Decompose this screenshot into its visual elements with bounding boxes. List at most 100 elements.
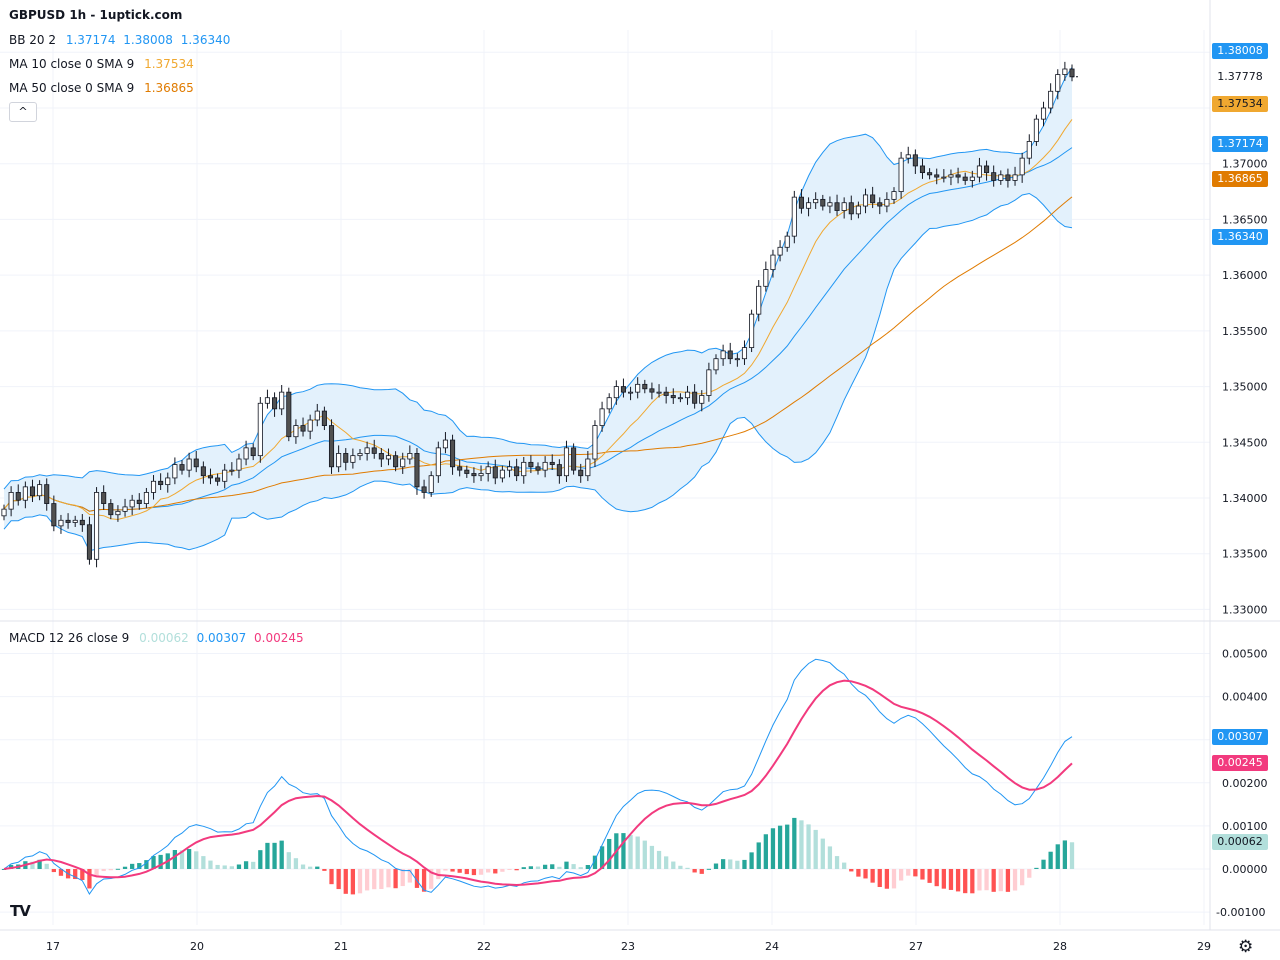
candle-body (592, 425, 598, 460)
time-axis-label: 27 (909, 940, 923, 953)
macd-histogram-bar (991, 868, 996, 892)
candle-body (143, 492, 149, 504)
candle-body (1069, 68, 1075, 78)
macd-axis-label: 0.00200 (1222, 777, 1268, 790)
candle-body (207, 475, 214, 479)
candle-body (464, 469, 470, 474)
macd-histogram-bar (963, 868, 968, 894)
bollinger-band-fill (4, 67, 1072, 551)
candle-body (934, 174, 940, 178)
candle-body (435, 447, 441, 477)
time-axis-label: 29 (1197, 940, 1211, 953)
ma50-legend-name: MA 50 close 0 SMA 9 (9, 81, 135, 95)
candle-body (848, 202, 854, 215)
candle-body (613, 386, 619, 399)
macd-histogram-bar (863, 868, 868, 879)
candle-body (1062, 68, 1068, 75)
candle-body (385, 455, 392, 460)
macd-histogram-bar (293, 858, 299, 869)
ma50-legend[interactable]: MA 50 close 0 SMA 9 1.36865 (9, 81, 198, 95)
candle-body (556, 464, 562, 477)
macd-histogram-bar (329, 868, 334, 885)
collapse-legend-button[interactable]: ^ (9, 102, 37, 122)
chevron-up-icon: ^ (18, 105, 28, 118)
macd-histogram-bar (870, 868, 875, 883)
candle-body (136, 499, 142, 504)
macd-histogram-bar (649, 845, 655, 869)
macd-histogram-bar (735, 860, 740, 869)
macd-histogram-bar (777, 825, 783, 869)
macd-histogram-bar (1, 868, 7, 870)
candle-body (877, 202, 883, 207)
candle-body (357, 453, 363, 457)
candle-body (257, 402, 263, 457)
macd-histogram-bar (87, 868, 92, 889)
bb-upper-value: 1.38008 (123, 33, 173, 47)
macd-histogram-bar (194, 851, 199, 869)
candle-body (813, 198, 819, 204)
candle-body (969, 176, 975, 181)
macd-histogram-bar (471, 868, 477, 876)
candle-body (364, 447, 370, 454)
macd-axis-label: 0.00400 (1222, 691, 1268, 704)
macd-histogram-bar (115, 868, 121, 870)
macd-histogram-bar (158, 854, 163, 869)
bb-legend[interactable]: BB 20 2 1.37174 1.38008 1.36340 (9, 33, 234, 47)
ma10-legend-name: MA 10 close 0 SMA 9 (9, 57, 135, 71)
candle-body (927, 172, 933, 176)
macd-histogram-bar (642, 840, 647, 869)
macd-histogram-bar (742, 859, 747, 869)
price-axis-label: 1.33500 (1222, 548, 1268, 561)
macd-histogram-bar (243, 861, 249, 869)
macd-histogram-bar (849, 868, 854, 872)
macd-histogram-bar (699, 868, 704, 874)
macd-histogram-bar (393, 868, 398, 889)
time-axis-label: 22 (477, 940, 491, 953)
macd-histogram-bar (222, 865, 227, 869)
candle-body (656, 391, 662, 394)
macd-histogram-bar (236, 864, 242, 869)
macd-histogram-bar (464, 868, 469, 875)
candle-body (115, 510, 121, 516)
price-axis-label: 1.36000 (1222, 269, 1268, 282)
macd-histogram-bar (137, 863, 142, 869)
price-tag: 1.37778 (1212, 69, 1268, 86)
bollinger-lower-line (3, 192, 1073, 552)
macd-histogram-bar (322, 868, 327, 871)
macd-histogram-bar (578, 867, 583, 869)
macd-histogram-bar (906, 868, 911, 876)
candle-body (407, 453, 413, 460)
candle-body (1048, 90, 1054, 109)
candle-body (229, 469, 235, 472)
gear-icon[interactable]: ⚙ (1238, 937, 1254, 957)
macd-histogram-bar (44, 863, 49, 869)
macd-histogram-bar (30, 861, 35, 869)
macd-histogram-bar (955, 868, 961, 892)
macd-histogram-bar (877, 868, 882, 888)
tradingview-logo[interactable]: TV (10, 902, 31, 920)
candle-body (1026, 141, 1032, 159)
candle-body (585, 458, 591, 477)
candle-body (37, 484, 43, 497)
macd-legend[interactable]: MACD 12 26 close 9 0.00062 0.00307 0.002… (9, 631, 308, 645)
time-axis-label: 24 (765, 940, 779, 953)
candle-body (841, 202, 847, 211)
macd-histogram-bar (1069, 842, 1075, 869)
candle-body (905, 154, 911, 159)
candle-body (834, 202, 840, 211)
macd-histogram-bar (8, 864, 14, 869)
candle-body (542, 461, 548, 471)
macd-histogram-bar (272, 842, 277, 869)
candle-body (243, 447, 249, 460)
ma10-legend[interactable]: MA 10 close 0 SMA 9 1.37534 (9, 57, 198, 71)
candle-body (791, 196, 797, 237)
macd-histogram-bar (770, 828, 776, 869)
macd-histogram-bar (599, 846, 605, 869)
macd-histogram-bar (948, 868, 954, 890)
ma50-line (3, 196, 1073, 512)
macd-histogram-bar (457, 868, 462, 873)
macd-histogram-bar (820, 838, 825, 869)
candle-body (272, 397, 278, 410)
macd-histogram-bar (108, 868, 113, 871)
